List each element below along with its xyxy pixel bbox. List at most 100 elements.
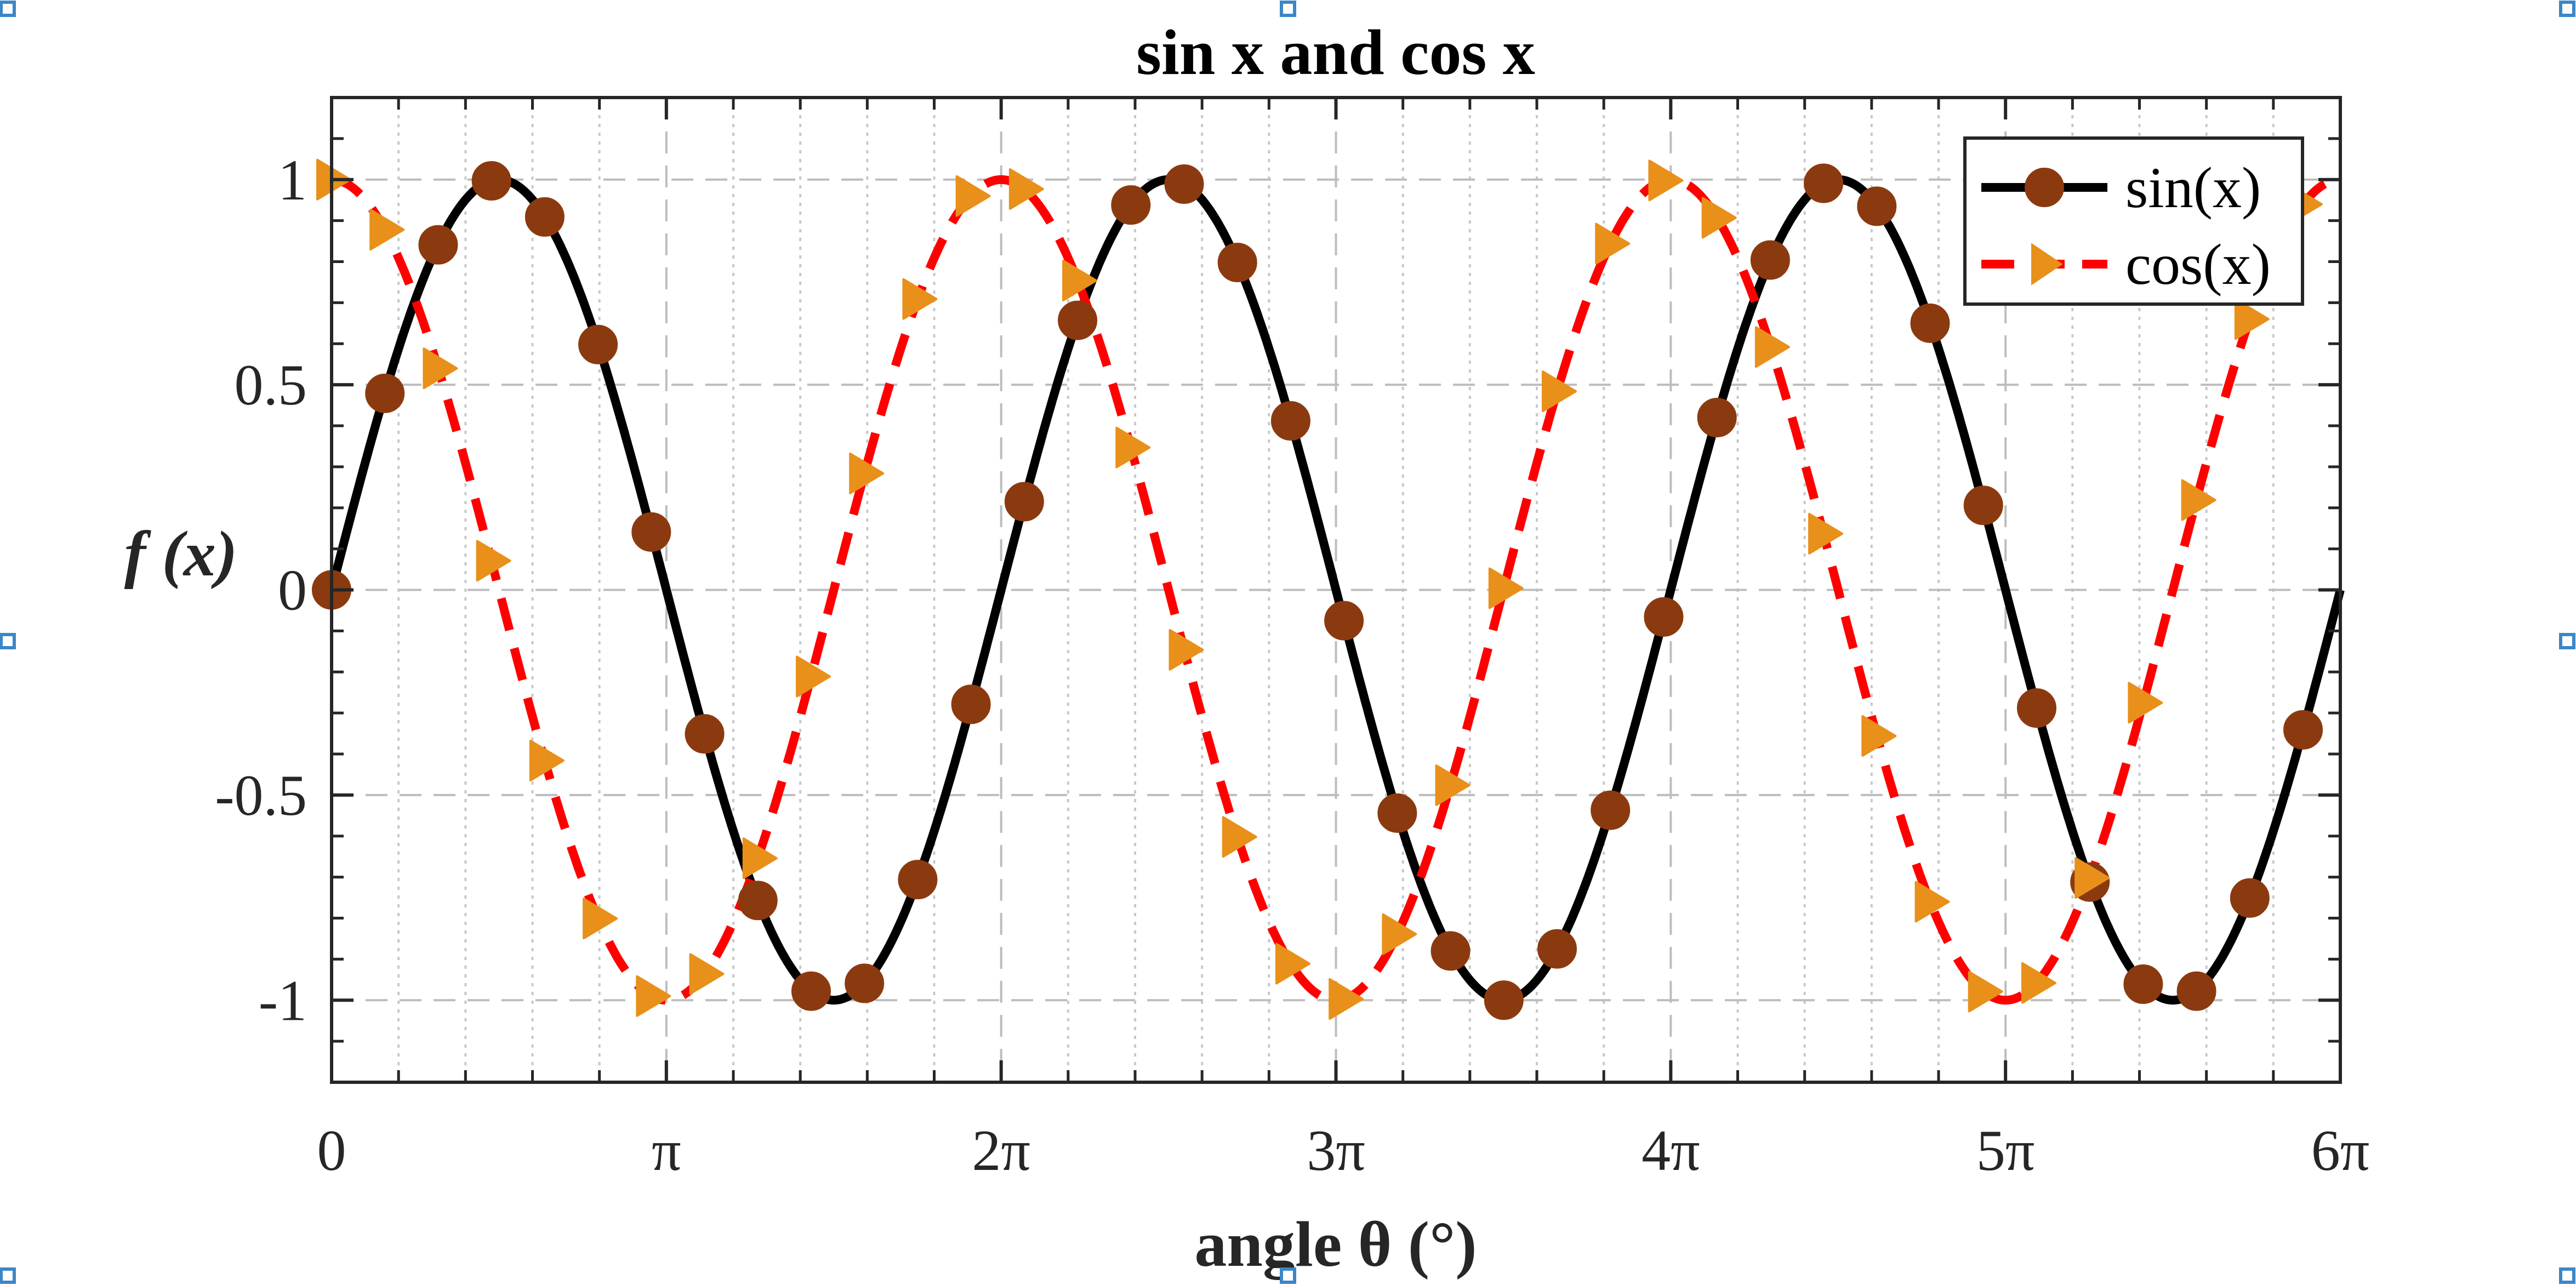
data-point-cos (902, 278, 938, 320)
resize-handle-middle-left[interactable] (0, 633, 16, 649)
series-markers (312, 158, 2323, 1020)
y-tick-labels: 1 0.5 0 -0.5 -1 (215, 148, 307, 1033)
legend-cos-marker (2031, 243, 2063, 285)
series-line-sin (327, 175, 2345, 1005)
x-tick-labels: 0 π 2π 3π 4π 5π 6π (317, 1118, 2370, 1183)
resize-handle-top-right[interactable] (2559, 1, 2575, 17)
data-point-cos (1115, 426, 1151, 469)
x-tick-label: 5π (1976, 1118, 2035, 1183)
y-tick-label: -0.5 (215, 763, 307, 827)
data-point-sin (791, 971, 831, 1011)
data-point-sin (1217, 242, 1257, 282)
data-point-sin (2230, 878, 2270, 918)
data-point-sin (2123, 964, 2163, 1004)
data-point-sin (471, 161, 511, 201)
x-tick-label: 2π (972, 1118, 1030, 1183)
data-point-cos (1754, 326, 1790, 368)
resize-handle-bottom-right[interactable] (2559, 1267, 2575, 1284)
data-point-sin (685, 714, 725, 754)
data-point-cos (1541, 370, 1577, 413)
data-point-sin (2016, 688, 2056, 728)
series-line-cos (329, 175, 2343, 1005)
resize-handle-middle-right[interactable] (2559, 633, 2575, 649)
data-point-cos (1222, 816, 1257, 858)
data-point-sin (1591, 790, 1631, 830)
data-point-cos (1329, 978, 1364, 1020)
data-point-cos (1808, 512, 1844, 555)
data-point-cos (2128, 682, 2163, 724)
data-point-cos (1382, 913, 1417, 955)
data-point-sin (1431, 931, 1471, 971)
legend-sin-marker (2025, 168, 2064, 207)
data-point-cos (1169, 629, 1204, 671)
data-point-cos (1488, 567, 1524, 609)
tick-marks (330, 98, 2342, 1082)
x-tick-label: 3π (1307, 1118, 1365, 1183)
y-tick-label: 0.5 (235, 353, 307, 417)
data-point-sin (1004, 482, 1044, 522)
resize-handle-bottom-center[interactable] (1280, 1267, 1296, 1284)
data-point-cos (742, 837, 778, 879)
data-point-sin (2283, 710, 2323, 750)
data-point-sin (1324, 601, 1364, 641)
data-point-sin (1697, 398, 1737, 438)
data-point-cos (689, 953, 725, 995)
data-point-sin (418, 225, 458, 265)
data-point-cos (2075, 857, 2110, 899)
data-point-cos (476, 540, 511, 582)
data-point-cos (955, 175, 991, 217)
data-point-cos (1968, 970, 2003, 1013)
data-point-cos (1701, 197, 1737, 239)
y-tick-label: 1 (278, 148, 307, 212)
x-tick-label: 6π (2311, 1118, 2370, 1183)
data-point-sin (1750, 240, 1790, 280)
legend-sin-label: sin(x) (2125, 156, 2261, 220)
data-point-sin (2176, 971, 2216, 1011)
data-point-sin (845, 963, 885, 1003)
resize-handle-top-left[interactable] (0, 1, 16, 17)
data-point-cos (636, 975, 671, 1017)
data-point-sin (1058, 300, 1098, 340)
data-point-sin (1484, 980, 1524, 1020)
data-point-cos (795, 655, 831, 698)
data-point-sin (1857, 186, 1897, 226)
data-point-cos (2181, 479, 2216, 521)
data-point-sin (951, 684, 991, 724)
data-point-sin (1270, 401, 1310, 441)
x-tick-label: 4π (1642, 1118, 1700, 1183)
data-point-cos (1008, 168, 1044, 210)
resize-handle-bottom-left[interactable] (0, 1267, 16, 1284)
x-axis-title: angle θ (°) (1194, 1208, 1477, 1280)
x-tick-label: 0 (317, 1118, 346, 1183)
series-lines (327, 175, 2345, 1005)
legend: sin(x) cos(x) (1963, 136, 2304, 306)
legend-cos-label: cos(x) (2125, 232, 2271, 296)
data-point-cos (1648, 159, 1684, 202)
data-point-sin (578, 324, 618, 364)
y-tick-label: 0 (278, 558, 307, 622)
data-point-cos (423, 347, 458, 390)
y-axis-title: f (x) (124, 518, 237, 590)
x-tick-label: π (652, 1118, 681, 1183)
data-point-sin (1963, 486, 2003, 526)
data-point-sin (1377, 793, 1417, 833)
data-point-sin (631, 512, 671, 552)
data-point-cos (529, 739, 565, 781)
data-point-sin (1644, 597, 1684, 637)
data-point-cos (369, 209, 405, 251)
data-point-cos (583, 898, 618, 940)
data-point-cos (1861, 715, 1897, 757)
data-point-sin (1910, 303, 1950, 343)
data-point-sin (898, 860, 938, 900)
data-point-sin (365, 373, 405, 413)
data-point-sin (1804, 163, 1844, 203)
legend-box (1963, 136, 2304, 306)
data-point-sin (1111, 185, 1151, 225)
data-point-sin (1164, 164, 1204, 204)
data-point-sin (1537, 929, 1577, 969)
y-tick-label: -1 (259, 968, 307, 1032)
resize-handle-top-center[interactable] (1280, 1, 1296, 17)
data-point-cos (1595, 222, 1631, 265)
